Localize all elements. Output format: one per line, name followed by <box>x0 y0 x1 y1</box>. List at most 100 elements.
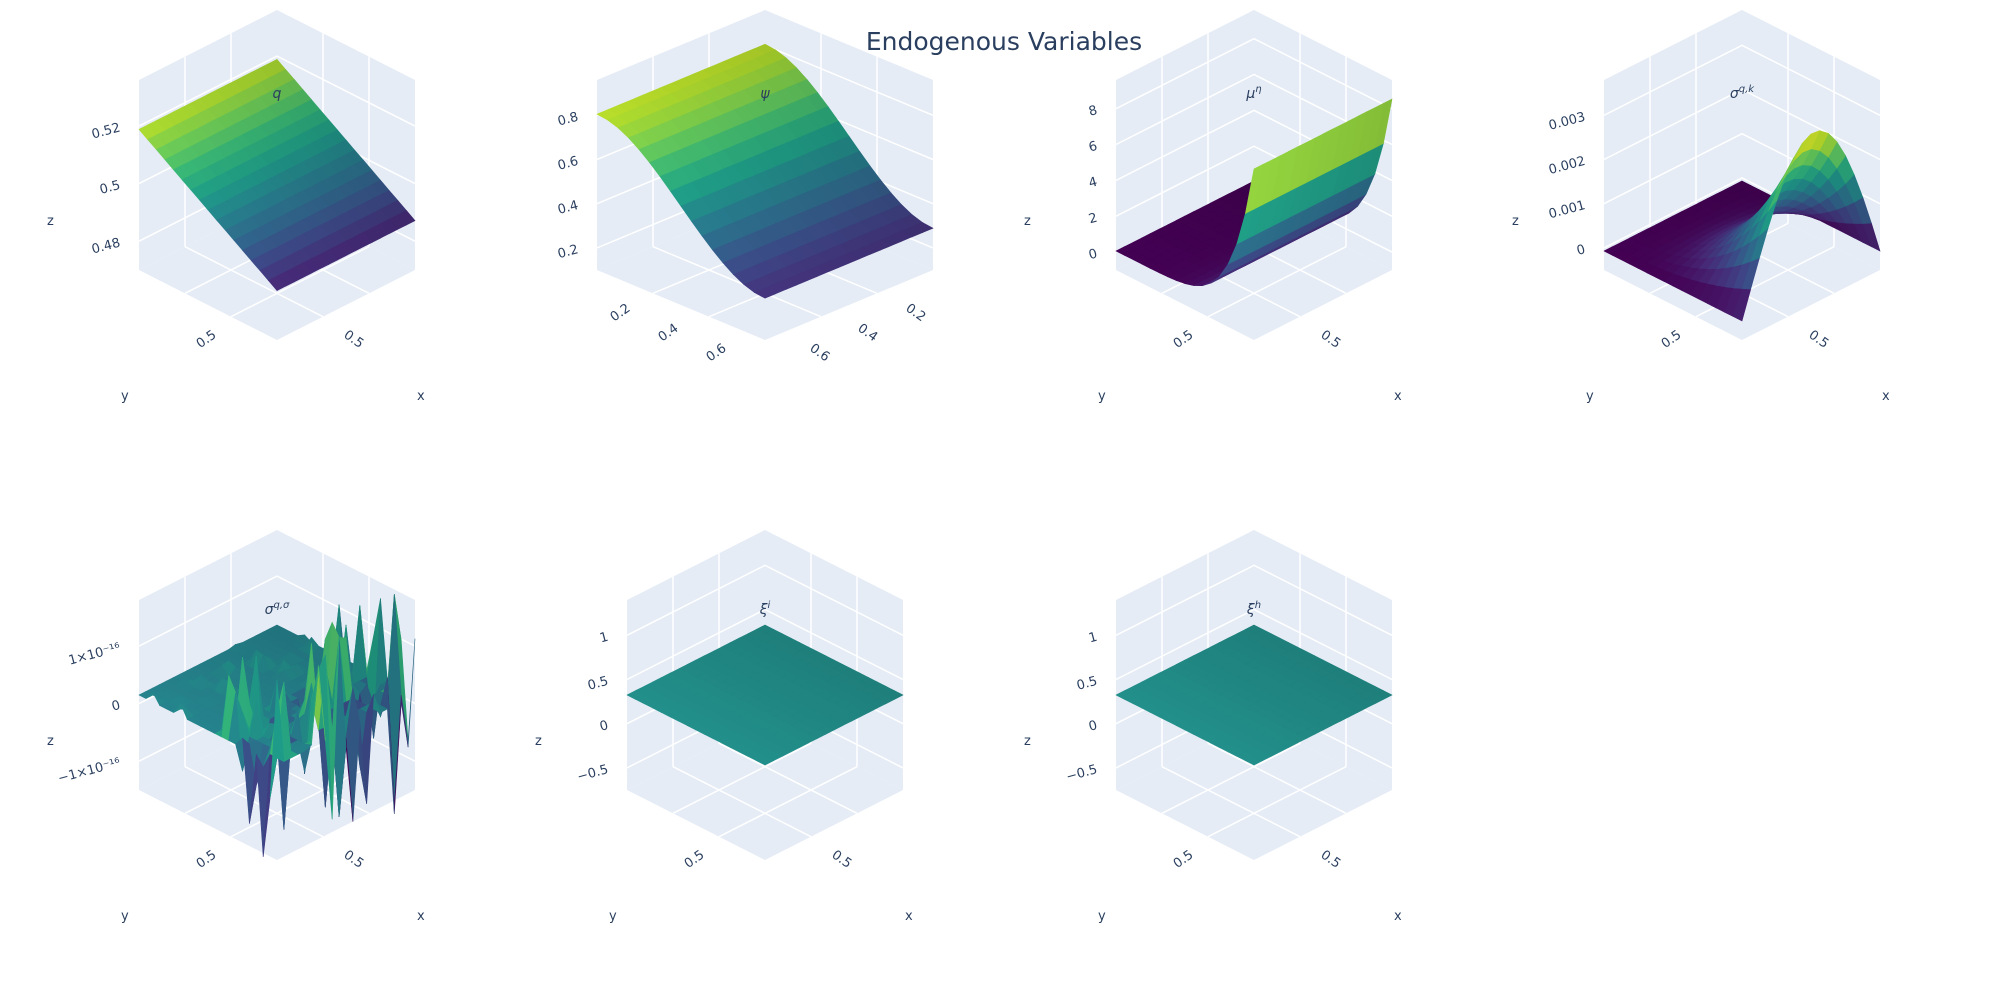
x-axis-title: x <box>1394 909 1402 924</box>
z-tick-label: −0.5 <box>576 762 610 785</box>
z-tick-label: 0.5 <box>586 674 610 694</box>
x-tick-label: 0.5 <box>1318 328 1344 352</box>
y-tick-label: 0.5 <box>1171 328 1197 352</box>
x-tick-label: 0.6 <box>807 341 833 365</box>
z-tick-label: 0.52 <box>90 120 122 142</box>
grid-line <box>184 245 324 318</box>
surface-patch <box>1244 755 1264 766</box>
surface-patch <box>269 679 285 798</box>
grid-line <box>1603 44 1881 116</box>
y-axis-title: y <box>1098 909 1106 924</box>
x-tick-label: 0.5 <box>341 328 367 352</box>
y-axis-title: y <box>1098 389 1106 404</box>
y-axis-title: y <box>121 389 129 404</box>
subplot-title: q <box>273 86 282 102</box>
z-tick-label: 0.8 <box>556 110 580 130</box>
y-tick-label: 0.2 <box>608 301 634 325</box>
grid-line <box>230 245 370 318</box>
grid-line <box>230 765 370 838</box>
z-tick-label: 0 <box>1575 242 1587 259</box>
z-tick-label: 0 <box>598 718 610 735</box>
surface-patch <box>755 755 775 766</box>
z-tick-label: 0.001 <box>1547 198 1587 222</box>
floor <box>627 720 903 860</box>
grid-line <box>718 742 858 815</box>
subplot-5: −1×10⁻¹⁶ 0 1×10⁻¹⁶ 0.5 0.5 z x y σq,σ <box>47 530 425 924</box>
grid-line <box>138 575 416 647</box>
y-tick-label: 0.5 <box>194 848 220 872</box>
x-tick-label: 0.5 <box>1318 848 1344 872</box>
surface <box>626 624 904 766</box>
surface-patch <box>1244 164 1264 214</box>
z-tick-label: 0 <box>1087 246 1099 263</box>
surface-patch <box>1733 288 1751 322</box>
z-tick-label: 0.48 <box>90 236 122 258</box>
subplot-6: −0.5 0 0.5 1 0.5 0.5 z x y ξi <box>535 530 913 924</box>
grid-line <box>672 765 812 838</box>
y-tick-label: 0.5 <box>1171 848 1197 872</box>
z-axis-title: z <box>1024 734 1031 749</box>
z-axis-title: z <box>1512 214 1519 229</box>
y-tick-label: 0.4 <box>656 321 682 345</box>
subplot-title: ψ <box>760 86 770 102</box>
z-tick-label: −1×10⁻¹⁶ <box>56 756 122 787</box>
grid-line <box>718 765 858 838</box>
z-tick-label: 2 <box>1087 211 1099 228</box>
z-tick-label: 0.5 <box>98 178 122 198</box>
z-axis-title: z <box>47 214 54 229</box>
grid-line <box>626 564 904 636</box>
grid-line <box>1207 742 1347 815</box>
grid-line <box>1115 37 1393 110</box>
y-tick-label: 0.5 <box>194 328 220 352</box>
y-tick-label: 0.5 <box>1659 328 1685 352</box>
z-tick-label: 0.2 <box>556 242 580 262</box>
y-axis-title: y <box>609 909 617 924</box>
z-axis-title: z <box>47 734 54 749</box>
z-tick-label: 0.6 <box>556 154 580 174</box>
y-axis-title: y <box>1586 389 1594 404</box>
subplot-1: 0.48 0.5 0.52 0.5 0.5 z x y q <box>47 10 425 404</box>
floor <box>1116 720 1392 860</box>
subplot-4: 0 0.001 0.002 0.003 0.5 0.5 z x y σq,k <box>1512 10 1890 404</box>
x-axis-title: x <box>1394 389 1402 404</box>
subplot-title: ξi <box>759 600 771 618</box>
surface <box>1115 98 1393 287</box>
grid-line <box>1161 765 1301 838</box>
x-axis-title: x <box>905 909 913 924</box>
surface <box>138 59 416 291</box>
x-tick-label: 0.5 <box>341 848 367 872</box>
grid-line <box>1115 73 1393 146</box>
grid-line <box>652 245 822 318</box>
x-axis-title: x <box>417 909 425 924</box>
z-tick-label: 0.5 <box>1075 674 1099 694</box>
z-axis-title: z <box>535 734 542 749</box>
grid-line <box>626 608 904 681</box>
y-axis-title: y <box>121 909 129 924</box>
y-tick-label: 0.6 <box>704 341 730 365</box>
subplot-title: μη <box>1245 84 1261 102</box>
grid-line <box>1207 245 1347 318</box>
x-tick-label: 0.5 <box>1806 328 1832 352</box>
x-axis-title: x <box>417 389 425 404</box>
y-tick-label: 0.5 <box>682 848 708 872</box>
grid-line <box>1207 765 1347 838</box>
subplot-2: 0.2 0.4 0.6 0.8 0.2 0.4 0.6 0.2 0.4 0.6 ψ <box>556 10 934 365</box>
z-tick-label: 4 <box>1087 175 1099 192</box>
grid-line <box>1115 608 1393 681</box>
subplot-title: σq,k <box>1730 84 1755 102</box>
surface <box>596 43 934 299</box>
floor <box>139 720 415 860</box>
x-tick-label: 0.5 <box>829 848 855 872</box>
subplot-7: −0.5 0 0.5 1 0.5 0.5 z x y ξh <box>1024 530 1402 924</box>
figure-title: Endogenous Variables <box>866 27 1142 56</box>
z-tick-label: 1 <box>1087 630 1099 647</box>
grid-line <box>138 55 416 127</box>
z-tick-label: 0.003 <box>1547 110 1587 134</box>
subplot-title: σq,σ <box>265 600 290 618</box>
z-tick-label: 0.002 <box>1547 154 1587 178</box>
grid-line <box>1115 564 1393 636</box>
z-tick-label: 0 <box>1087 718 1099 735</box>
z-tick-label: 6 <box>1087 139 1099 156</box>
surface <box>1115 624 1393 766</box>
